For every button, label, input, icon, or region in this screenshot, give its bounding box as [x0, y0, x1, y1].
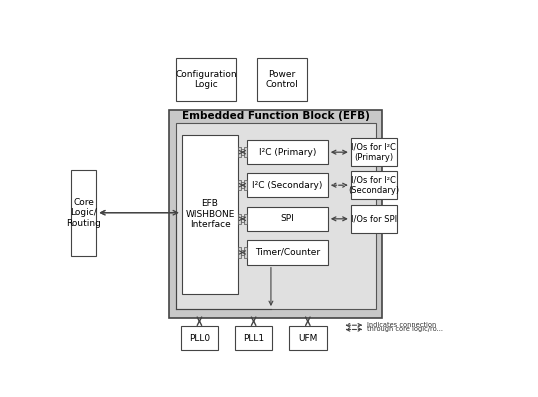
FancyBboxPatch shape — [289, 326, 327, 350]
FancyBboxPatch shape — [246, 240, 328, 265]
Text: EFB
WISHBONE
Interface: EFB WISHBONE Interface — [186, 199, 235, 229]
Text: I/Os for SPI: I/Os for SPI — [351, 214, 397, 224]
Text: through core logic/ro...: through core logic/ro... — [367, 326, 443, 332]
Text: Configuration
Logic: Configuration Logic — [175, 70, 237, 89]
FancyBboxPatch shape — [244, 247, 246, 258]
FancyBboxPatch shape — [246, 173, 328, 197]
FancyBboxPatch shape — [241, 250, 244, 255]
Text: I²C (Primary): I²C (Primary) — [258, 148, 316, 157]
FancyBboxPatch shape — [238, 214, 240, 224]
FancyBboxPatch shape — [244, 214, 246, 224]
Text: Indicates connection: Indicates connection — [367, 322, 437, 328]
FancyBboxPatch shape — [169, 110, 382, 318]
Text: Embedded Function Block (EFB): Embedded Function Block (EFB) — [182, 112, 370, 121]
FancyBboxPatch shape — [351, 205, 397, 233]
Text: Timer/Counter: Timer/Counter — [254, 248, 320, 257]
FancyBboxPatch shape — [238, 247, 240, 258]
Text: PLL0: PLL0 — [189, 333, 210, 343]
FancyBboxPatch shape — [241, 183, 244, 188]
FancyBboxPatch shape — [181, 326, 218, 350]
FancyBboxPatch shape — [246, 140, 328, 164]
FancyBboxPatch shape — [244, 180, 246, 191]
FancyBboxPatch shape — [175, 58, 236, 101]
FancyBboxPatch shape — [182, 135, 238, 294]
FancyBboxPatch shape — [238, 147, 240, 157]
Text: I/Os for I²C
(Secondary): I/Os for I²C (Secondary) — [348, 175, 399, 195]
FancyBboxPatch shape — [257, 58, 307, 101]
FancyBboxPatch shape — [351, 172, 397, 199]
FancyBboxPatch shape — [238, 180, 240, 191]
FancyBboxPatch shape — [175, 123, 376, 309]
Text: I²C (Secondary): I²C (Secondary) — [252, 181, 322, 190]
FancyBboxPatch shape — [241, 216, 244, 222]
FancyBboxPatch shape — [244, 147, 246, 157]
Text: PLL1: PLL1 — [243, 333, 264, 343]
FancyBboxPatch shape — [241, 149, 244, 155]
Text: SPI: SPI — [280, 214, 294, 224]
FancyBboxPatch shape — [351, 139, 397, 166]
Text: UFM: UFM — [298, 333, 317, 343]
Text: Core
Logic/
Routing: Core Logic/ Routing — [67, 198, 101, 227]
FancyBboxPatch shape — [72, 170, 96, 256]
FancyBboxPatch shape — [246, 206, 328, 231]
FancyBboxPatch shape — [235, 326, 272, 350]
Text: I/Os for I²C
(Primary): I/Os for I²C (Primary) — [351, 143, 396, 162]
Text: Power
Control: Power Control — [266, 70, 299, 89]
